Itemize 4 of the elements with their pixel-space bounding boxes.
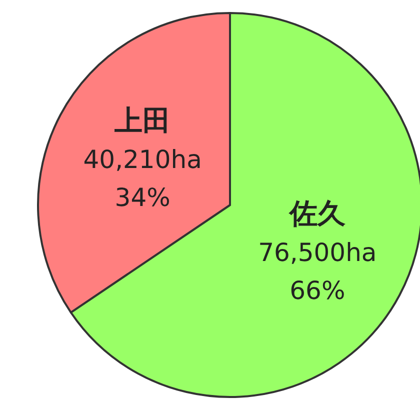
slice-label: 上田 <box>114 104 171 138</box>
data-label: 76,500ha 66% <box>258 238 377 305</box>
data-label: 40,210ha 34% <box>83 145 202 212</box>
slice-label: 佐久 <box>288 196 346 230</box>
